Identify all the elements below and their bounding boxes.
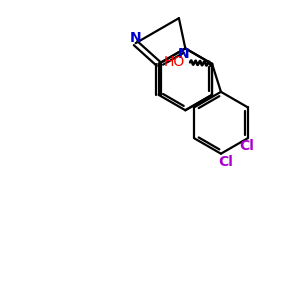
Text: N: N [130,31,141,45]
Text: HO: HO [163,56,184,69]
Text: N: N [178,47,190,61]
Text: Cl: Cl [218,155,233,169]
Text: Cl: Cl [239,140,254,154]
